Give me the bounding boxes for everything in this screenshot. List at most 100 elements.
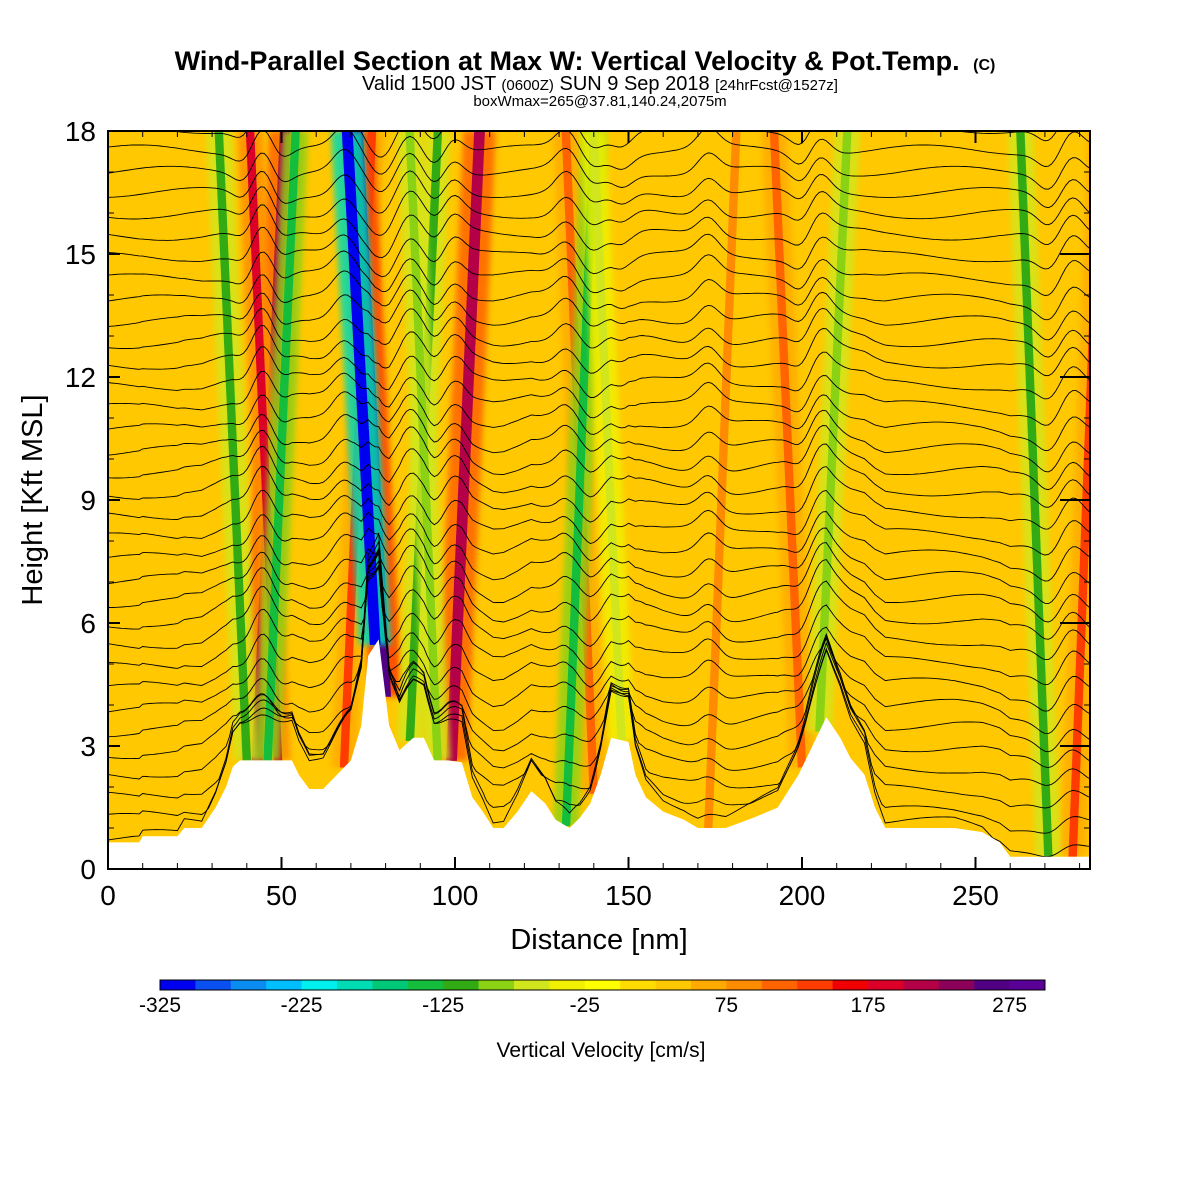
isentrope-line	[108, 549, 1090, 786]
colorbar-swatch	[195, 980, 232, 990]
box-info: boxWmax=265@37.81,140.24,2075m	[473, 93, 726, 110]
colorbar-tick-label: -325	[139, 994, 181, 1017]
updraft-band	[435, 131, 496, 761]
colorbar-swatch	[372, 980, 409, 990]
colorbar-tick-label: -125	[422, 994, 464, 1017]
axes: 0 50 100 150 200 250 0 3 6 9 12 15 18	[65, 116, 1090, 911]
colorbar-tick-label: -225	[281, 994, 323, 1017]
colorbar-swatch	[549, 980, 586, 990]
downdraft-band	[580, 131, 635, 741]
downdraft-band	[806, 131, 860, 732]
downdraft-band-core	[405, 131, 442, 761]
isentrope-line	[108, 489, 1090, 556]
y-tick-label: 18	[65, 116, 96, 147]
colorbar-swatch	[337, 980, 373, 990]
x-tick-label: 200	[779, 880, 826, 911]
isentrope-line	[108, 186, 1090, 236]
copyright-mark: (C)	[973, 57, 995, 74]
colorbar-swatch	[726, 980, 763, 990]
colorbar-swatch	[301, 980, 338, 990]
isentrope-line	[108, 548, 1090, 769]
colorbar-swatch	[655, 980, 692, 990]
downdraft-band	[206, 131, 260, 761]
updraft-band-core	[704, 131, 741, 828]
chart-subtitle: Valid 1500 JST (0600Z) SUN 9 Sep 2018 [2…	[362, 73, 838, 95]
isentrope-line	[108, 147, 1090, 192]
isentrope-line	[108, 391, 1090, 451]
chart-title: Wind-Parallel Section at Max W: Vertical…	[175, 46, 996, 76]
downdraft-band	[397, 131, 451, 761]
colorbar-swatch	[478, 980, 515, 990]
colorbar-swatch	[938, 980, 975, 990]
updraft-band	[1060, 131, 1090, 857]
isentrope-line	[108, 325, 1090, 377]
isentrope-line	[108, 559, 1090, 712]
colorbar-swatch	[407, 980, 444, 990]
isentrope-line	[108, 527, 1090, 605]
colorbar-swatch	[584, 980, 621, 990]
colorbar-tick-label: 175	[850, 994, 885, 1017]
potential-temperature-contours	[108, 131, 1090, 858]
colorbar-swatch	[903, 980, 940, 990]
colorbar-label: Vertical Velocity [cm/s]	[497, 1039, 706, 1062]
colorbar-swatch	[443, 980, 480, 990]
x-tick-label: 50	[266, 880, 297, 911]
colorbar-tick-label: 75	[715, 994, 738, 1017]
plot-area	[108, 131, 1090, 869]
isentrope-line	[108, 466, 1090, 530]
terrain-mask	[108, 639, 1090, 869]
x-tick-label: 0	[100, 880, 116, 911]
y-tick-label: 15	[65, 239, 96, 270]
colorbar-frame	[159, 979, 1046, 991]
isentrope-line	[108, 289, 1090, 341]
isentrope-line	[108, 552, 1090, 735]
isentrope-line	[108, 131, 1090, 175]
isentrope-line	[108, 443, 1090, 508]
downdraft-band	[255, 131, 309, 761]
isentrope-line	[108, 546, 1090, 809]
colorbar-tick-label: 275	[992, 994, 1027, 1017]
isentrope-line	[108, 548, 1090, 753]
y-tick-label: 12	[65, 362, 96, 393]
isentrope-line	[108, 511, 1090, 582]
colorbar-swatch	[761, 980, 798, 990]
x-axis-label: Distance [nm]	[510, 924, 687, 956]
isentrope-line	[170, 131, 1057, 158]
isentrope-line	[108, 370, 1090, 426]
isentrope-line	[108, 270, 1090, 321]
isentrope-line	[108, 204, 1090, 259]
updraft-band-core	[446, 131, 485, 761]
isentrope-line	[108, 346, 1090, 400]
y-tick-label: 6	[80, 608, 96, 639]
isentrope-line	[108, 564, 1090, 686]
colorbar-swatch	[514, 980, 550, 990]
isentrope-line	[108, 226, 1090, 278]
colorbar-swatch	[620, 980, 657, 990]
colorbar-swatch	[160, 980, 196, 990]
isentrope-line	[108, 425, 1090, 491]
y-tick-label: 9	[80, 485, 96, 516]
colorbar-swatch	[230, 980, 267, 990]
y-tick-label: 3	[80, 731, 96, 762]
colorbar-swatch	[974, 980, 1011, 990]
x-tick-label: 250	[952, 880, 999, 911]
colorbar-swatch	[868, 980, 904, 990]
colorbar-swatch	[691, 980, 727, 990]
x-tick-label: 100	[432, 880, 479, 911]
colorbar-swatch	[797, 980, 834, 990]
colorbar-swatch	[832, 980, 869, 990]
colorbar: -325 -225 -125 -25 75 175 275	[139, 979, 1046, 1017]
updraft-band	[695, 131, 749, 828]
isentrope-line	[108, 250, 1090, 296]
isentrope-line	[108, 408, 1090, 473]
x-tick-label: 150	[605, 880, 652, 911]
colorbar-swatch	[1009, 980, 1046, 990]
downdraft-band-core	[263, 131, 300, 761]
isentrope-line	[108, 307, 1090, 358]
velocity-bands	[206, 131, 1090, 857]
downdraft-band-core	[214, 131, 251, 761]
y-tick-label: 0	[80, 854, 96, 885]
downdraft-band-core	[815, 131, 852, 732]
updraft-band-core	[1068, 298, 1090, 857]
